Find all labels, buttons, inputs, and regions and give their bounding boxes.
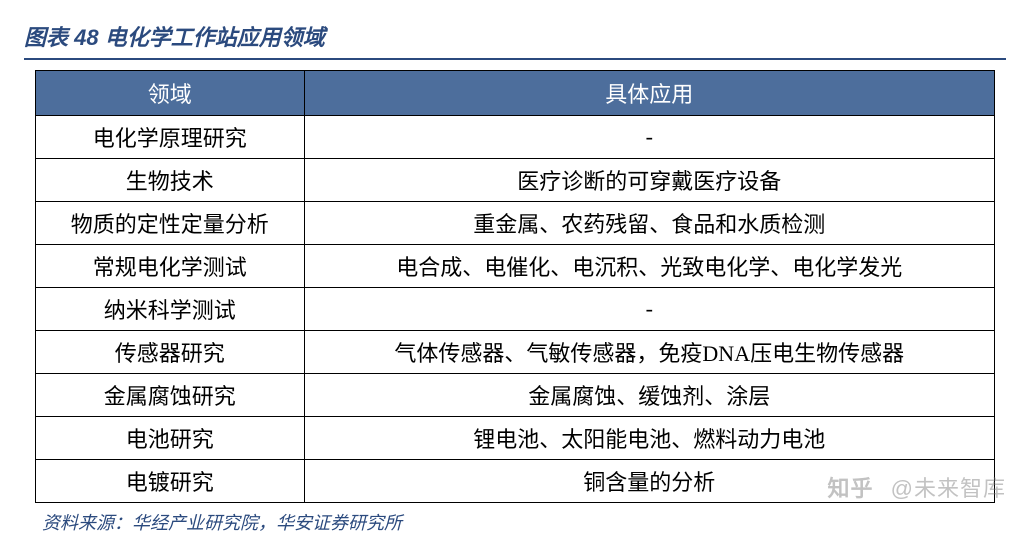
table-row: 纳米科学测试 - — [36, 288, 995, 331]
cell-application: 医疗诊断的可穿戴医疗设备 — [304, 159, 994, 202]
cell-application: 锂电池、太阳能电池、燃料动力电池 — [304, 417, 994, 460]
source-citation: 资料来源：华经产业研究院，华安证券研究所 — [42, 509, 1006, 535]
watermark-author: @未来智库 — [891, 476, 1006, 501]
cell-application: 电合成、电催化、电沉积、光致电化学、电化学发光 — [304, 245, 994, 288]
application-table: 领域 具体应用 电化学原理研究 - 生物技术 医疗诊断的可穿戴医疗设备 物质的定… — [35, 70, 995, 503]
cell-domain: 纳米科学测试 — [36, 288, 305, 331]
cell-application: - — [304, 116, 994, 159]
chart-title: 图表 48 电化学工作站应用领域 — [24, 25, 325, 50]
cell-application: - — [304, 288, 994, 331]
title-container: 图表 48 电化学工作站应用领域 — [24, 20, 1006, 60]
watermark: 知乎 @未来智库 — [828, 471, 1006, 503]
table-header-row: 领域 具体应用 — [36, 71, 995, 116]
cell-domain: 金属腐蚀研究 — [36, 374, 305, 417]
cell-domain: 传感器研究 — [36, 331, 305, 374]
cell-domain: 电化学原理研究 — [36, 116, 305, 159]
table-row: 生物技术 医疗诊断的可穿戴医疗设备 — [36, 159, 995, 202]
table-row: 电化学原理研究 - — [36, 116, 995, 159]
cell-domain: 电池研究 — [36, 417, 305, 460]
cell-application: 金属腐蚀、缓蚀剂、涂层 — [304, 374, 994, 417]
cell-domain: 电镀研究 — [36, 460, 305, 503]
cell-application: 重金属、农药残留、食品和水质检测 — [304, 202, 994, 245]
table-row: 常规电化学测试 电合成、电催化、电沉积、光致电化学、电化学发光 — [36, 245, 995, 288]
cell-domain: 常规电化学测试 — [36, 245, 305, 288]
cell-domain: 生物技术 — [36, 159, 305, 202]
table-row: 传感器研究 气体传感器、气敏传感器，免疫DNA压电生物传感器 — [36, 331, 995, 374]
table-row: 电池研究 锂电池、太阳能电池、燃料动力电池 — [36, 417, 995, 460]
cell-application: 气体传感器、气敏传感器，免疫DNA压电生物传感器 — [304, 331, 994, 374]
table-row: 物质的定性定量分析 重金属、农药残留、食品和水质检测 — [36, 202, 995, 245]
watermark-brand: 知乎 — [828, 476, 874, 501]
table-row: 金属腐蚀研究 金属腐蚀、缓蚀剂、涂层 — [36, 374, 995, 417]
cell-domain: 物质的定性定量分析 — [36, 202, 305, 245]
header-domain: 领域 — [36, 71, 305, 116]
header-application: 具体应用 — [304, 71, 994, 116]
